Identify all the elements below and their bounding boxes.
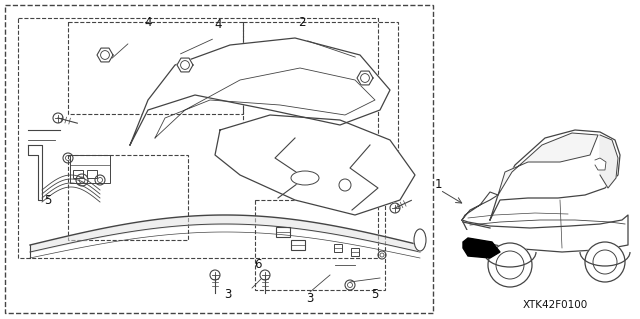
Bar — [463, 230, 501, 242]
Polygon shape — [357, 71, 373, 85]
Text: 3: 3 — [307, 292, 314, 305]
Bar — [351, 248, 359, 256]
Ellipse shape — [414, 229, 426, 251]
Text: 6: 6 — [254, 258, 262, 271]
Bar — [276, 227, 290, 237]
Bar — [70, 155, 110, 183]
Text: 3: 3 — [224, 288, 232, 301]
Polygon shape — [97, 48, 113, 62]
Polygon shape — [463, 238, 500, 258]
Bar — [5, 5, 433, 313]
Text: 5: 5 — [371, 288, 379, 301]
Circle shape — [390, 203, 400, 213]
Text: 4: 4 — [214, 18, 221, 31]
Bar — [18, 18, 378, 258]
Polygon shape — [498, 133, 598, 195]
Polygon shape — [490, 130, 620, 220]
Bar — [243, 22, 398, 172]
Polygon shape — [595, 158, 606, 170]
Text: 4: 4 — [144, 16, 152, 28]
Circle shape — [260, 270, 270, 280]
Polygon shape — [600, 135, 618, 188]
Ellipse shape — [291, 171, 319, 185]
Text: XTK42F0100: XTK42F0100 — [522, 300, 588, 310]
Bar — [68, 155, 188, 240]
Bar — [68, 22, 243, 114]
Polygon shape — [28, 145, 42, 200]
Polygon shape — [177, 58, 193, 72]
Polygon shape — [215, 115, 415, 215]
Polygon shape — [130, 38, 390, 145]
Text: 1: 1 — [435, 179, 442, 191]
Circle shape — [210, 270, 220, 280]
Polygon shape — [462, 192, 498, 220]
Text: 2: 2 — [298, 16, 306, 28]
Bar — [334, 244, 342, 252]
Bar — [87, 170, 97, 178]
Circle shape — [488, 243, 532, 287]
Bar — [73, 170, 83, 178]
Bar — [291, 240, 305, 250]
Bar — [255, 200, 385, 290]
Circle shape — [53, 113, 63, 123]
Text: 5: 5 — [44, 194, 52, 206]
Polygon shape — [462, 215, 628, 252]
Circle shape — [585, 242, 625, 282]
